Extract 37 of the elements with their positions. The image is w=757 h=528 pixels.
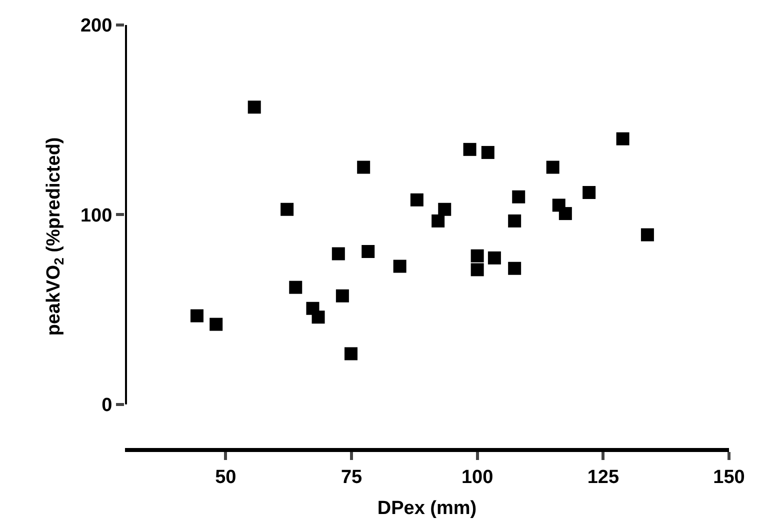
- point: [432, 214, 445, 228]
- point: [438, 202, 452, 216]
- point: [410, 193, 424, 206]
- point: [616, 132, 630, 146]
- point: [508, 214, 522, 228]
- point: [248, 100, 261, 114]
- point: [582, 186, 596, 199]
- point: [463, 142, 476, 156]
- x-tick-label: 50: [215, 466, 236, 488]
- point: [344, 347, 358, 360]
- x-tick-label: 125: [587, 466, 620, 488]
- point: [558, 207, 572, 220]
- point: [289, 280, 302, 294]
- y-tick-label: 100: [80, 205, 112, 226]
- point: [332, 247, 345, 260]
- point: [210, 318, 223, 331]
- point: [357, 160, 370, 174]
- point: [508, 262, 522, 275]
- point: [512, 190, 526, 204]
- point: [481, 146, 494, 159]
- point: [280, 202, 294, 216]
- y-tick-label: 0: [102, 395, 112, 416]
- point: [336, 289, 349, 302]
- point: [640, 228, 654, 242]
- point: [312, 310, 325, 324]
- x-axis-title: DPex (mm): [377, 498, 477, 520]
- point: [470, 263, 484, 276]
- x-tick-label: 100: [461, 466, 494, 488]
- point: [546, 160, 560, 174]
- point: [362, 244, 375, 258]
- x-tick-label: 150: [713, 466, 745, 488]
- point: [190, 309, 204, 322]
- point: [393, 260, 406, 273]
- x-tick-label: 75: [340, 466, 362, 488]
- point: [488, 251, 501, 264]
- y-tick-label: 200: [80, 16, 112, 37]
- point: [470, 249, 484, 262]
